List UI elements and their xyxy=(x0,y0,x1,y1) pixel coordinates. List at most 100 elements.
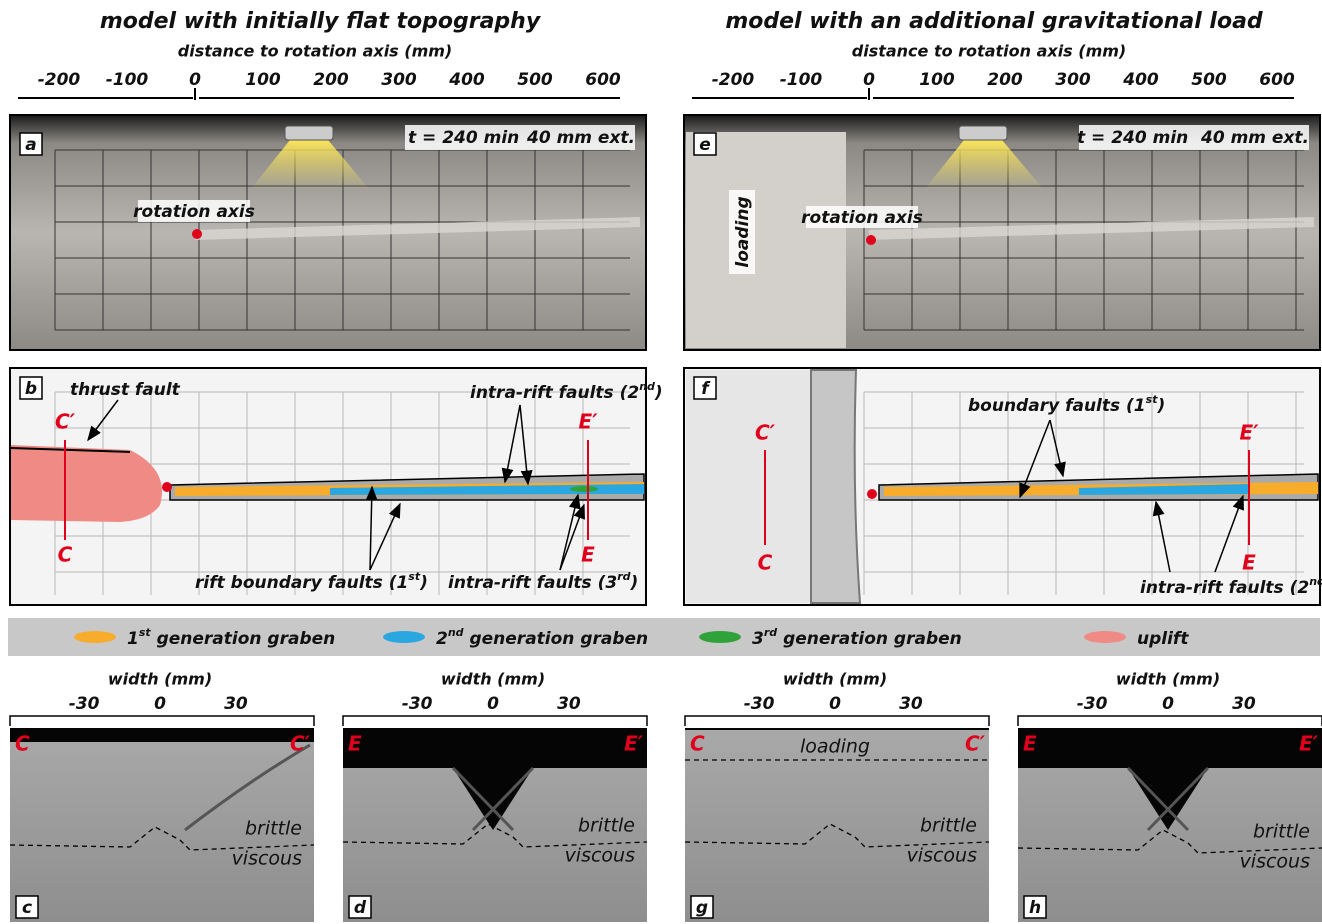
tick-label: 500 xyxy=(1191,70,1227,90)
legend-label-rest: generation graben xyxy=(777,629,962,649)
legend-swatch xyxy=(74,631,116,643)
section-left: E xyxy=(348,732,362,756)
viscous-label: viscous xyxy=(907,845,978,867)
section-right: C′ xyxy=(290,732,311,756)
loading-zone xyxy=(686,132,846,348)
tick-label: 100 xyxy=(919,70,955,90)
intra2-label-close: ) xyxy=(654,383,663,403)
legend-label: 2nd generation graben xyxy=(436,626,648,649)
axis-label: width (mm) xyxy=(783,670,887,689)
tick-label: 0 xyxy=(154,694,166,714)
axis-label: width (mm) xyxy=(441,670,545,689)
brittle-label: brittle xyxy=(578,815,635,837)
section-right: E′ xyxy=(1299,732,1319,756)
tick-label: 30 xyxy=(899,694,923,714)
tick-label: -30 xyxy=(1077,694,1108,714)
boundary-label: rift boundary faults (1st) xyxy=(195,570,428,593)
rotation-axis-point xyxy=(867,489,877,499)
legend-label-sup: rd xyxy=(764,626,777,639)
tick-label: 600 xyxy=(1259,70,1295,90)
section-right: C′ xyxy=(965,732,986,756)
panel-label: h xyxy=(1029,898,1041,918)
legend-swatch xyxy=(383,631,425,643)
thrust-label: thrust fault xyxy=(70,380,181,400)
uplift xyxy=(11,445,162,522)
section-left: C xyxy=(15,732,30,756)
boundary-label-text: rift boundary faults (1 xyxy=(195,573,408,593)
axis-line xyxy=(343,716,647,726)
panel-label: c xyxy=(22,898,32,918)
intra3-label: intra-rift faults (3rd) xyxy=(448,570,638,593)
tick-label: 400 xyxy=(1122,70,1159,90)
axis-label: width (mm) xyxy=(1116,670,1220,689)
time-label: t = 240 min xyxy=(408,128,519,148)
tick-label: -30 xyxy=(402,694,433,714)
load-strip xyxy=(811,370,860,603)
section-top: C′ xyxy=(55,410,76,434)
figure: model with initially flat topography dist… xyxy=(0,0,1322,924)
title: model with initially flat topography xyxy=(100,9,542,34)
panel-label: b xyxy=(25,379,37,399)
boundary-label-text: boundary faults (1 xyxy=(968,396,1146,416)
brittle-label: brittle xyxy=(920,815,977,837)
intra2-label: intra-rift faults (2nd) xyxy=(1140,575,1322,598)
boundary-label: boundary faults (1st) xyxy=(968,393,1165,416)
section-top: E′ xyxy=(579,410,599,434)
axis-line xyxy=(685,716,989,726)
section-left: C xyxy=(690,732,705,756)
intra2-label-sup: nd xyxy=(639,380,655,393)
section-top: E′ xyxy=(1240,421,1260,445)
tick-label: 300 xyxy=(1055,70,1091,90)
tick-label: 30 xyxy=(1232,694,1256,714)
rotation-axis-point xyxy=(192,229,202,239)
intra3-label-text: intra-rift faults (3 xyxy=(448,573,617,593)
graben-3 xyxy=(570,486,598,492)
title: model with an additional gravitational l… xyxy=(725,9,1263,34)
legend-label: uplift xyxy=(1137,629,1189,649)
viscous-label: viscous xyxy=(232,848,303,870)
rotation-label: rotation axis xyxy=(801,208,923,228)
intra2-label: intra-rift faults (2nd) xyxy=(470,380,663,403)
tick-label: -100 xyxy=(106,70,149,90)
legend-label-rest: generation graben xyxy=(151,629,336,649)
intra3-label-sup: rd xyxy=(617,570,630,583)
legend-label-sup: nd xyxy=(448,626,464,639)
tick-label: -30 xyxy=(69,694,100,714)
section-top: C′ xyxy=(755,421,776,445)
tick-label: -200 xyxy=(38,70,81,90)
section-right: E′ xyxy=(624,732,644,756)
brittle-label: brittle xyxy=(245,818,302,840)
tick-label: 30 xyxy=(224,694,248,714)
axis-line xyxy=(1018,716,1322,726)
section-bottom: C xyxy=(758,551,773,575)
section-bottom: C xyxy=(58,543,73,567)
axis-label: distance to rotation axis (mm) xyxy=(852,42,1127,61)
tick-label: 0 xyxy=(487,694,499,714)
rotation-label: rotation axis xyxy=(133,202,255,222)
tick-label: -200 xyxy=(712,70,755,90)
lamp xyxy=(959,126,1007,140)
extension-label: 40 mm ext. xyxy=(1200,128,1309,148)
legend-label: 3rd generation graben xyxy=(752,626,962,649)
intra2-label-text: intra-rift faults (2 xyxy=(1140,578,1309,598)
boundary-label-sup: st xyxy=(1146,393,1159,406)
tick-label: 0 xyxy=(829,694,841,714)
tick-label: 600 xyxy=(585,70,621,90)
axis-line xyxy=(10,716,314,726)
boundary-label-close: ) xyxy=(1156,396,1165,416)
legend-label-sup: st xyxy=(139,626,152,639)
axis-label: distance to rotation axis (mm) xyxy=(178,42,453,61)
tick-label: 30 xyxy=(557,694,581,714)
intra3-label-close: ) xyxy=(630,573,639,593)
tick-label: 400 xyxy=(448,70,485,90)
tick-label: 100 xyxy=(245,70,281,90)
legend-label: 1st generation graben xyxy=(127,626,335,649)
rotation-axis-point xyxy=(866,235,876,245)
panel-label: g xyxy=(696,898,708,918)
legend-label-text: 3 xyxy=(752,629,764,649)
boundary-label-close: ) xyxy=(419,573,428,593)
section-bottom: E xyxy=(1242,551,1256,575)
axis-label: width (mm) xyxy=(108,670,212,689)
lamp xyxy=(285,126,333,140)
brittle-label: brittle xyxy=(1253,821,1310,843)
